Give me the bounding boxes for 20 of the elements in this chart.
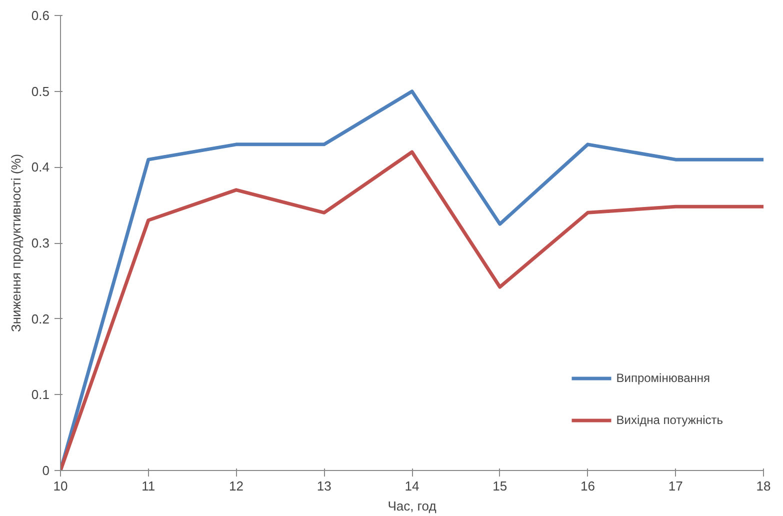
x-tick-label: 12 — [229, 478, 244, 494]
x-tick-label: 16 — [580, 478, 595, 494]
x-tick-label: 18 — [756, 478, 771, 494]
y-tick-label: 0.1 — [31, 387, 50, 402]
y-tick-label: 0.5 — [31, 84, 50, 99]
x-axis-title: Час, год — [388, 498, 437, 514]
legend-label: Випромінювання — [616, 371, 710, 385]
x-tick-label: 14 — [404, 478, 420, 494]
y-tick-label: 0.6 — [31, 8, 50, 23]
x-tick-label: 15 — [492, 478, 508, 494]
y-axis-title: Зниження продуктивності (%) — [8, 154, 24, 332]
y-tick-label: 0 — [42, 463, 50, 478]
legend-label: Вихідна потужність — [616, 413, 723, 427]
x-tick-label: 11 — [142, 478, 156, 494]
x-tick-label: 13 — [316, 478, 332, 494]
y-tick-label: 0.2 — [31, 311, 50, 326]
x-tick-label: 17 — [668, 478, 683, 494]
x-tick-label: 10 — [53, 478, 68, 494]
y-tick-label: 0.4 — [31, 160, 50, 175]
y-tick-label: 0.3 — [31, 236, 50, 250]
